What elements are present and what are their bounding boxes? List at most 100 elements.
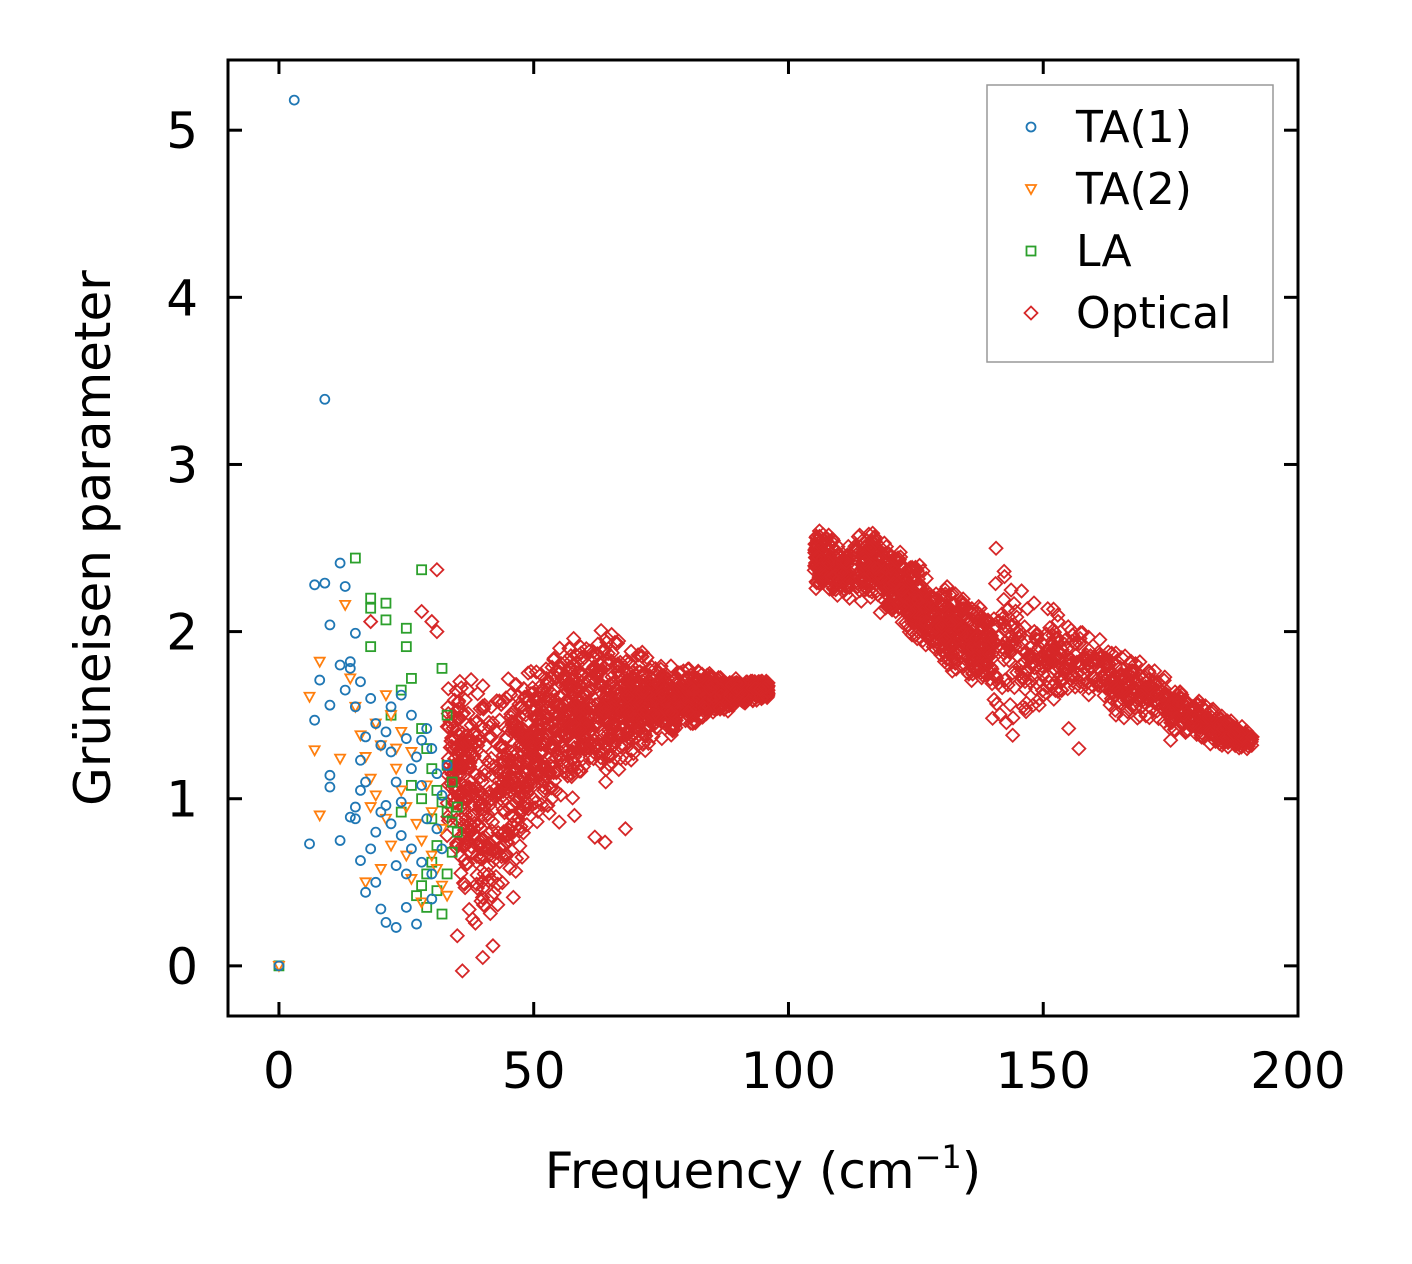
data-point-optical [533,712,550,728]
data-point-optical [513,818,529,835]
data-point-optical [473,850,490,866]
data-point-optical [456,794,472,811]
data-point-optical [562,701,579,718]
data-point-ta-1 [324,781,336,793]
data-point-optical [623,657,640,674]
data-point-ta-1 [436,789,448,801]
data-point-optical [752,681,769,698]
data-point-optical [854,533,870,549]
data-point-ta-1 [421,813,433,825]
data-point-optical [466,765,483,782]
data-point-optical [455,705,472,721]
data-point-optical [831,547,848,563]
data-point-optical [1132,654,1148,670]
data-point-ta-1 [411,918,422,930]
data-point-optical [1112,668,1128,685]
data-point-optical [1191,707,1207,724]
data-point-optical [1025,697,1041,713]
data-point-optical [491,712,508,728]
data-point-optical [809,575,825,591]
data-point-ta-1 [426,743,438,754]
series-ta-1 [273,94,453,972]
data-point-ta-1 [334,835,346,846]
data-point-ta-1 [344,656,356,668]
data-point-optical [808,529,824,546]
data-point-optical [1175,696,1191,713]
data-point-optical [622,705,638,722]
legend-item-ta-2: TA(2) [1024,164,1192,215]
data-point-optical [1059,656,1075,672]
data-point-ta-1 [390,922,402,933]
data-point-optical [856,571,872,587]
data-point-optical [955,600,971,617]
data-point-optical [594,698,611,715]
data-point-optical [1026,659,1043,676]
data-point-ta-1 [360,731,371,743]
data-point-optical [560,694,577,710]
data-point-ta-2 [415,897,429,910]
data-point-ta-1 [416,779,428,791]
data-point-la [446,816,458,828]
data-point-optical [1045,627,1061,644]
data-point-optical [494,753,511,770]
data-point-optical [1092,631,1108,648]
data-point-optical [650,665,667,682]
data-point-optical [1063,622,1079,638]
data-point-optical [548,697,565,714]
data-point-ta-2 [333,753,347,766]
tick-labels: 0 50 100 150 200 0 1 2 3 4 5 [166,102,1346,1100]
y-tick-label: 0 [166,938,198,996]
data-point-optical [568,648,585,664]
data-point-optical [1046,691,1062,707]
data-point-optical [619,688,636,705]
data-point-optical [529,726,545,742]
data-point-ta-1 [416,734,428,746]
data-point-optical [611,761,627,778]
data-point-optical [969,604,986,621]
data-point-optical [424,613,440,630]
data-point-optical [1113,682,1129,698]
data-point-optical [456,735,472,751]
data-point-ta-1 [426,868,438,880]
data-point-optical [1045,601,1062,617]
data-point-optical [541,805,557,821]
data-point-optical [1098,657,1115,674]
data-point-optical [901,603,918,620]
data-point-optical [1004,727,1021,743]
data-point-la [406,672,417,684]
data-point-optical [1052,650,1068,667]
data-point-optical [510,754,526,771]
data-point-optical [587,829,603,845]
data-point-ta-1 [385,746,397,758]
data-point-ta-2 [384,840,398,853]
data-point-la [416,793,428,805]
data-point-optical [440,777,457,793]
data-point-optical [1019,600,1036,617]
data-point-optical [883,559,899,576]
data-point-optical [1013,673,1029,689]
legend-item-ta-1: TA(1) [1025,102,1192,153]
data-point-optical [572,663,588,680]
data-point-la [451,801,463,813]
data-point-optical [990,613,1007,629]
data-point-ta-1 [370,826,382,838]
data-point-optical [551,640,568,656]
data-point-la [411,890,422,902]
data-point-ta-1 [375,739,387,751]
data-point-optical [914,613,931,630]
data-point-optical [1065,666,1081,683]
data-point-optical [824,569,841,586]
data-point-optical [727,675,744,691]
data-point-optical [587,746,604,762]
data-point-optical [893,556,910,573]
data-point-optical [457,851,473,868]
data-point-optical [1114,649,1130,666]
data-point-optical [653,688,670,705]
data-point-optical [881,546,897,562]
data-point-optical [1018,644,1035,661]
data-point-optical [462,780,479,797]
data-point-optical [445,707,462,723]
data-point-optical [705,690,722,706]
data-point-optical [545,722,562,739]
